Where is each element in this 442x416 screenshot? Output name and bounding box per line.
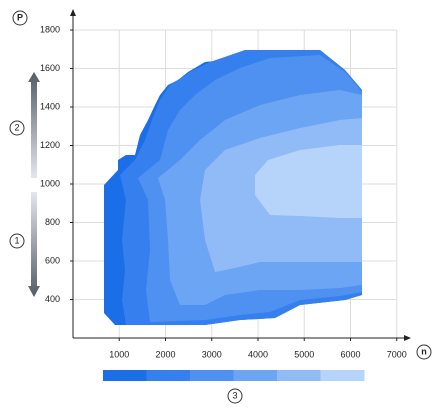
callout-circle <box>9 120 25 136</box>
x-label-circle <box>416 344 432 360</box>
colorbar-swatch <box>277 370 321 381</box>
y-tick-label: 1600 <box>40 63 60 73</box>
y-tick-label: 1400 <box>40 101 60 111</box>
y-label-circle <box>12 10 28 26</box>
contour-region <box>255 145 362 218</box>
x-tick-label: 4000 <box>248 349 268 359</box>
colorbar-swatch <box>103 370 147 381</box>
y-tick-label: 600 <box>45 255 60 265</box>
x-tick-label: 7000 <box>387 349 407 359</box>
callout: 1 <box>14 235 19 245</box>
colorbar <box>103 370 365 381</box>
x-tick-label: 2000 <box>155 349 175 359</box>
y-axis-arrow <box>70 9 76 16</box>
contours <box>104 50 362 325</box>
x-tick-label: 1000 <box>109 349 129 359</box>
y-tick-label: 800 <box>45 217 60 227</box>
callout: 3 <box>232 390 237 400</box>
colorbar-swatch <box>190 370 234 381</box>
x-tick-label: 5000 <box>294 349 314 359</box>
callout-circle <box>227 388 243 404</box>
x-tick-label: 6000 <box>340 349 360 359</box>
arrow-up <box>28 72 40 178</box>
callout-circle <box>9 233 25 249</box>
arrow-down <box>28 192 40 297</box>
y-tick-label: 1000 <box>40 178 60 188</box>
colorbar-swatch <box>146 370 191 381</box>
colorbar-swatch <box>320 370 365 381</box>
y-axis-label: P <box>17 12 23 22</box>
x-tick-label: 3000 <box>202 349 222 359</box>
axes <box>70 9 411 341</box>
callout: 2 <box>14 122 19 132</box>
colorbar-swatch <box>233 370 278 381</box>
y-tick-label: 400 <box>45 294 60 304</box>
y-tick-label: 1200 <box>40 140 60 150</box>
x-axis-label: n <box>421 346 427 356</box>
x-axis-arrow <box>404 335 411 341</box>
y-tick-label: 1800 <box>40 24 60 34</box>
